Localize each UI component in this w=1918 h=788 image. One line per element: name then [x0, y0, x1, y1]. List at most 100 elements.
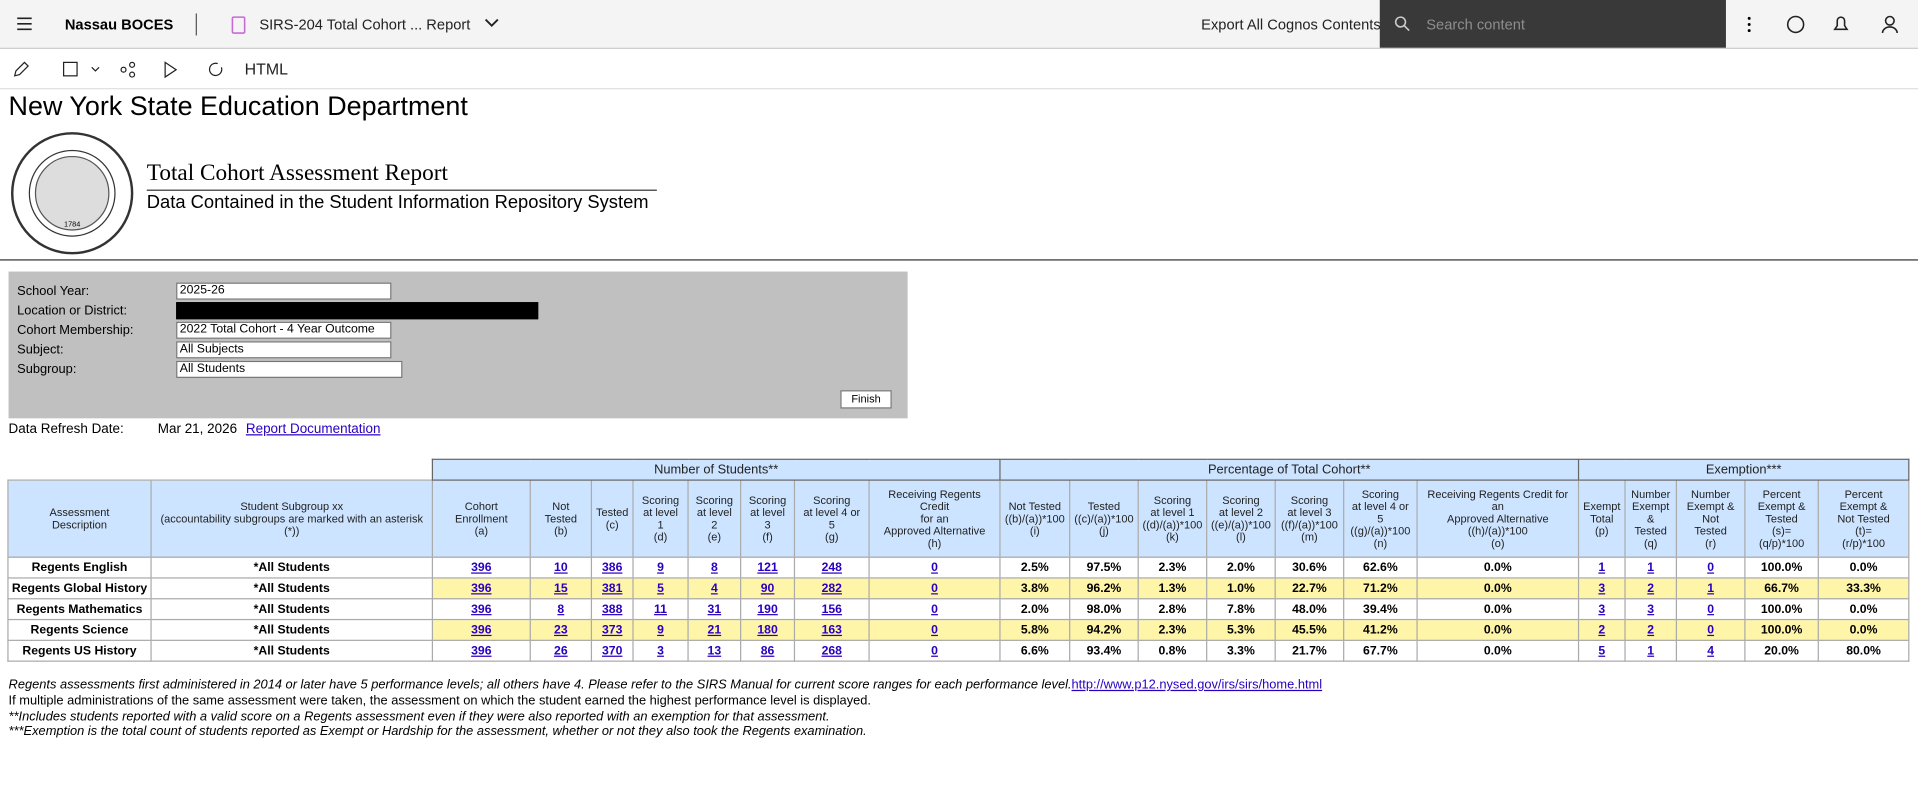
header-icons[interactable]	[1744, 15, 1905, 35]
data-row: Regents US History *All Students 396 26 370 3…	[7, 639, 1910, 662]
cell-link[interactable]: 2	[1598, 623, 1606, 637]
cell-link[interactable]: 4	[1707, 644, 1715, 658]
cell-link[interactable]: 3	[1598, 602, 1606, 616]
cell-link[interactable]: 1	[1647, 644, 1655, 658]
toolbar-icons[interactable]	[12, 60, 232, 80]
cell: 22.7%	[1274, 577, 1345, 600]
cell-link[interactable]: 1	[1647, 560, 1655, 575]
column-header: Percent Exempt & Not Tested (t)= (r/p)*1…	[1817, 479, 1910, 558]
cell: 80.0%	[1817, 639, 1910, 662]
footnote: If multiple administrations of the same …	[8, 693, 871, 709]
cell-link[interactable]: 388	[602, 602, 623, 616]
cell-link[interactable]: 396	[471, 560, 492, 575]
cell-link[interactable]: 3	[1598, 581, 1606, 596]
report-tab[interactable]: SIRS-204 Total Cohort ... Report	[259, 15, 471, 34]
cell: 2.8%	[1137, 598, 1208, 621]
finish-button[interactable]: Finish	[840, 390, 892, 409]
cell-link[interactable]: 0	[931, 581, 938, 596]
cell-link[interactable]: 5	[1598, 644, 1606, 658]
top-bar: Nassau BOCES SIRS-204 Total Cohort ... R…	[0, 0, 1918, 49]
cell: 1	[1577, 556, 1626, 579]
cell-link[interactable]: 23	[554, 623, 568, 637]
cell-link[interactable]: 180	[757, 623, 778, 637]
prompt-select[interactable]: All Students	[176, 360, 403, 378]
cell: 15	[529, 577, 593, 600]
cell-link[interactable]: 3	[657, 644, 664, 658]
org-name[interactable]: Nassau BOCES	[64, 15, 174, 34]
report-icon	[231, 16, 246, 34]
cell-link[interactable]: 13	[707, 644, 722, 658]
cell-link[interactable]: 10	[554, 560, 568, 575]
cell-link[interactable]: 8	[710, 560, 718, 575]
cell-link[interactable]: 282	[821, 581, 842, 596]
search-box[interactable]: Search content	[1379, 0, 1726, 48]
cell-link[interactable]: 0	[1707, 623, 1715, 637]
cell-link[interactable]: 2	[1647, 623, 1655, 637]
prompt-select[interactable]: All Subjects	[176, 341, 392, 359]
cell-link[interactable]: 9	[657, 623, 664, 637]
cell-link[interactable]: 156	[821, 602, 842, 616]
cell-link[interactable]: 190	[757, 602, 778, 616]
cell-link[interactable]: 21	[707, 623, 722, 637]
cell-link[interactable]: 11	[654, 602, 667, 616]
cell-link[interactable]: 248	[821, 560, 842, 575]
cell-link[interactable]: 268	[821, 644, 842, 658]
cell-link[interactable]: 396	[471, 644, 492, 658]
cell-link[interactable]: 90	[760, 581, 775, 596]
cell: 396	[431, 639, 531, 662]
cell-link[interactable]: 31	[707, 602, 722, 616]
prompt-panel: School Year: 2025-26 Location or District:…	[8, 271, 908, 419]
cell-link[interactable]: 386	[602, 560, 623, 575]
cell-link[interactable]: 2	[1647, 581, 1655, 596]
cell-link[interactable]: 15	[554, 581, 568, 596]
cell-link[interactable]: 396	[471, 623, 492, 637]
cell-link[interactable]: 0	[931, 560, 938, 575]
cell: 3.3%	[1206, 639, 1276, 662]
format-label[interactable]: HTML	[244, 59, 288, 79]
cell: 31	[687, 598, 742, 621]
cell-link[interactable]: 0	[931, 602, 938, 616]
cell-link[interactable]: 370	[602, 644, 623, 658]
cell-link[interactable]: 9	[657, 560, 664, 575]
cell-link[interactable]: 373	[602, 623, 623, 637]
prompt-select[interactable]: 2022 Total Cohort - 4 Year Outcome	[176, 321, 392, 339]
cell: 0	[868, 598, 1001, 621]
cell-link[interactable]: 8	[557, 602, 565, 616]
cell-link[interactable]: 0	[1707, 560, 1715, 575]
sirs-link[interactable]: http://www.p12.nysed.gov/irs/sirs/home.h…	[1071, 677, 1323, 693]
cell: 0	[868, 577, 1001, 600]
cell-link[interactable]: 0	[931, 644, 938, 658]
cell-link[interactable]: 4	[710, 581, 718, 596]
cell: 20.0%	[1744, 639, 1819, 662]
toolbar: HTML	[0, 49, 1918, 90]
cell-link[interactable]: 1	[1707, 581, 1715, 596]
column-header: Cohort Enrollment (a)	[431, 479, 531, 558]
cell-link[interactable]: 26	[554, 644, 568, 658]
menu-icon[interactable]	[17, 17, 32, 31]
cell-link[interactable]: 121	[757, 560, 778, 575]
cell-link[interactable]: 163	[821, 623, 842, 637]
cell: 2.3%	[1137, 618, 1208, 641]
cell-link[interactable]: 381	[602, 581, 623, 596]
cell-link[interactable]: 1	[1598, 560, 1606, 575]
column-header: Not Tested ((b)/(a))*100 (i)	[999, 479, 1071, 558]
cell: 21.7%	[1274, 639, 1345, 662]
cell: 180	[740, 618, 796, 641]
cell-link[interactable]: 86	[760, 644, 775, 658]
cell-link[interactable]: 396	[471, 602, 492, 616]
report-subtitle: Data Contained in the Student Informatio…	[146, 192, 649, 213]
cell: 4	[1675, 639, 1746, 662]
export-button[interactable]: Export All Cognos Contents	[1201, 15, 1381, 34]
cell: 2.0%	[1206, 556, 1276, 579]
cell-link[interactable]: 396	[471, 581, 492, 596]
cell-link[interactable]: 5	[657, 581, 664, 596]
chevron[interactable]	[484, 18, 499, 28]
cell: 386	[590, 556, 634, 579]
cell-link[interactable]: 0	[931, 623, 938, 637]
column-header: Exempt Total (p)	[1577, 479, 1626, 558]
cell-link[interactable]: 0	[1707, 602, 1715, 616]
documentation-link[interactable]: Report Documentation	[245, 422, 381, 437]
prompt-select[interactable]: 2025-26	[176, 282, 392, 300]
separator	[0, 259, 1918, 261]
cell-link[interactable]: 3	[1647, 602, 1655, 616]
